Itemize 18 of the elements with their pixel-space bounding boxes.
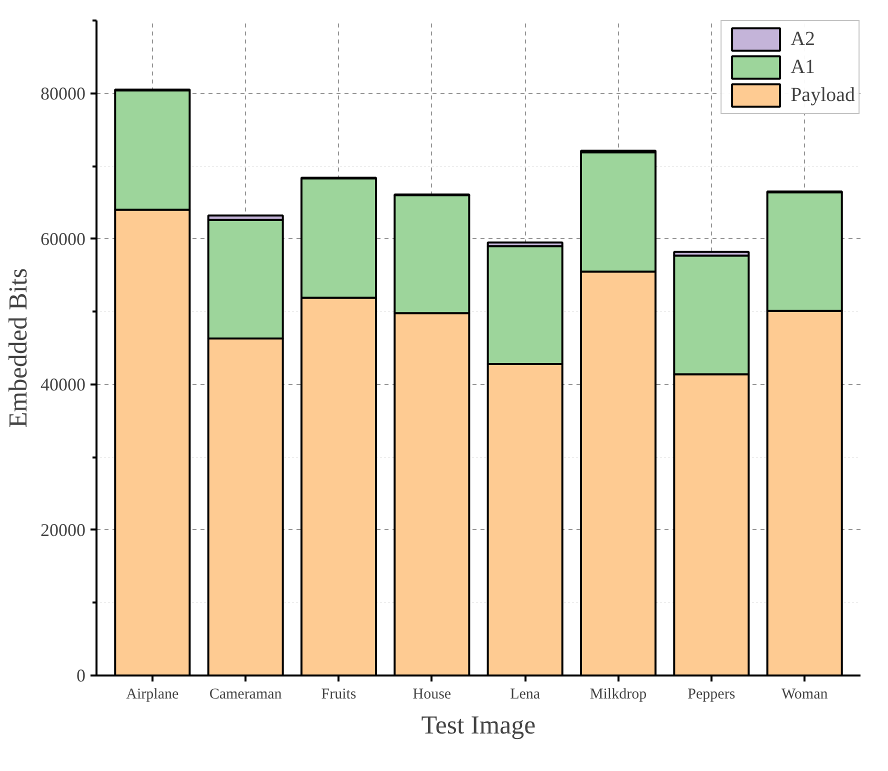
x-tick-label: Peppers xyxy=(688,686,736,702)
legend-label: A2 xyxy=(790,28,816,50)
y-tick-label: 60000 xyxy=(40,228,86,249)
x-tick-label: Woman xyxy=(781,686,828,702)
x-tick-label: Milkdrop xyxy=(590,686,647,702)
legend-label: A1 xyxy=(790,56,816,78)
legend-label: Payload xyxy=(790,84,855,106)
x-tick-label: House xyxy=(412,686,452,702)
y-tick-label: 0 xyxy=(76,666,86,686)
x-tick-label: Airplane xyxy=(126,686,179,702)
y-axis-title: Embedded Bits xyxy=(4,268,32,428)
y-tick-label: 80000 xyxy=(40,83,86,104)
x-tick-label: Cameraman xyxy=(209,686,282,702)
y-tick-label: 20000 xyxy=(40,520,86,540)
x-axis-title: Test Image xyxy=(421,710,536,740)
x-tick-label: Lena xyxy=(510,686,540,702)
y-tick-label: 40000 xyxy=(40,374,86,394)
x-tick-label: Fruits xyxy=(321,686,356,702)
